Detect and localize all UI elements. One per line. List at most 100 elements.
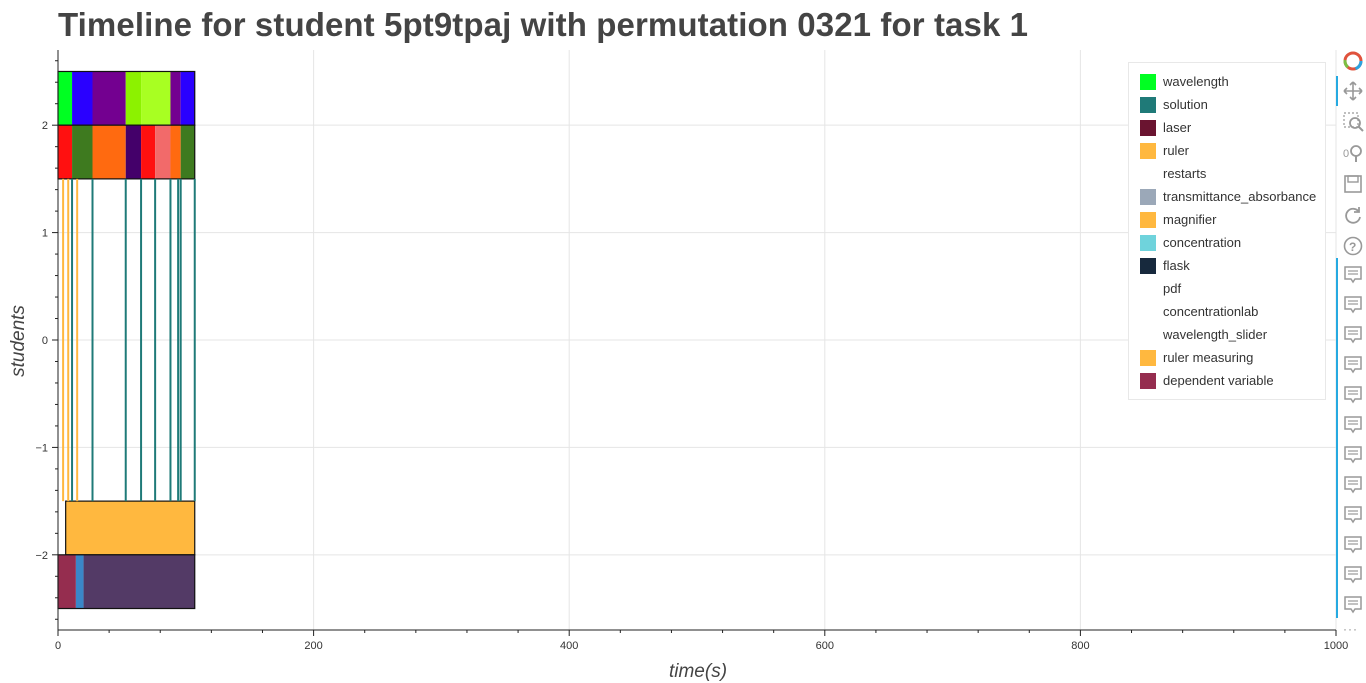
timeline-segment[interactable]	[155, 125, 171, 179]
legend-item[interactable]: dependent variable	[1129, 370, 1325, 393]
timeline-segment[interactable]	[75, 554, 84, 609]
reset-icon[interactable]	[1340, 202, 1366, 228]
legend-swatch	[1140, 235, 1156, 251]
legend-swatch	[1140, 327, 1156, 343]
hover-tooltip-icon[interactable]	[1340, 322, 1366, 348]
legend-item[interactable]: ruler measuring	[1129, 347, 1325, 370]
timeline-segment[interactable]	[92, 71, 126, 126]
hover-tooltip-icon[interactable]	[1340, 502, 1366, 528]
axes: 0 200 400 600 800 1000 −2 −1 0 1 2	[35, 50, 1348, 652]
legend-label: wavelength_slider	[1163, 327, 1268, 342]
x-tick-label: 0	[55, 640, 61, 652]
timeline-segment[interactable]	[58, 125, 73, 179]
legend-item[interactable]: solution	[1129, 94, 1325, 117]
legend-item[interactable]: concentration	[1129, 232, 1325, 255]
timeline-segment[interactable]	[125, 125, 142, 179]
timeline-segment[interactable]	[170, 125, 181, 179]
timeline-segment[interactable]	[141, 125, 156, 179]
legend-label: pdf	[1163, 281, 1182, 296]
legend-item[interactable]: flask	[1129, 255, 1325, 278]
hover-tooltip-icon[interactable]	[1340, 472, 1366, 498]
svg-text:?: ?	[1349, 240, 1356, 254]
timeline-segment[interactable]	[72, 71, 93, 126]
pan-icon[interactable]	[1340, 78, 1366, 104]
legend-label: ruler measuring	[1163, 350, 1254, 365]
y-tick-label: −1	[35, 442, 48, 454]
legend-item[interactable]: transmittance_absorbance	[1129, 186, 1325, 209]
hover-tooltip-icon[interactable]	[1340, 442, 1366, 468]
legend-label: concentrationlab	[1163, 304, 1259, 319]
x-tick-label: 600	[816, 640, 834, 652]
legend-item[interactable]: magnifier	[1129, 209, 1325, 232]
wheel-zoom-icon[interactable]: 0	[1340, 140, 1366, 166]
legend-item[interactable]: laser	[1129, 117, 1325, 140]
svg-text:0: 0	[1343, 148, 1349, 160]
legend-swatch	[1140, 143, 1156, 159]
legend-item[interactable]: wavelength	[1129, 71, 1325, 94]
event-lines	[62, 178, 196, 502]
chart-legend[interactable]: wavelength solution laser ruler restarts tran…	[1128, 62, 1326, 400]
legend-swatch	[1140, 304, 1156, 320]
legend-label: solution	[1163, 97, 1208, 112]
legend-item[interactable]: wavelength_slider	[1129, 324, 1325, 347]
x-axis-label: time(s)	[669, 661, 727, 682]
chart-toolbar: 0? ···	[1336, 44, 1366, 636]
legend-label: wavelength	[1163, 74, 1229, 89]
legend-label: flask	[1163, 258, 1190, 273]
timeline-segment[interactable]	[141, 71, 171, 126]
legend-label: magnifier	[1163, 212, 1217, 227]
hover-tooltip-icon[interactable]	[1340, 532, 1366, 558]
save-icon[interactable]	[1340, 171, 1366, 197]
timeline-bands	[57, 70, 196, 610]
y-tick-label: 2	[42, 120, 48, 132]
legend-item[interactable]: restarts	[1129, 163, 1325, 186]
hover-tooltip-icon[interactable]	[1340, 352, 1366, 378]
timeline-segment[interactable]	[125, 71, 142, 126]
legend-swatch	[1140, 74, 1156, 90]
y-tick-label: 1	[42, 228, 48, 240]
timeline-segment[interactable]	[180, 71, 195, 126]
timeline-segment[interactable]	[72, 125, 93, 179]
box-zoom-icon[interactable]	[1340, 109, 1366, 135]
legend-label: transmittance_absorbance	[1163, 189, 1317, 204]
hover-tooltip-icon[interactable]	[1340, 262, 1366, 288]
y-tick-label: 0	[42, 335, 48, 347]
legend-swatch	[1140, 97, 1156, 113]
x-tick-label: 1000	[1324, 640, 1348, 652]
chart-title: Timeline for student 5pt9tpaj with permu…	[58, 6, 1029, 43]
timeline-segment[interactable]	[65, 501, 195, 555]
legend-item[interactable]: concentrationlab	[1129, 301, 1325, 324]
timeline-segment[interactable]	[180, 125, 195, 179]
hover-tooltip-icon[interactable]	[1340, 412, 1366, 438]
legend-label: concentration	[1163, 235, 1242, 250]
legend-swatch	[1140, 212, 1156, 228]
y-axis-label: students	[8, 305, 29, 377]
hover-tooltip-icon[interactable]	[1340, 562, 1366, 588]
legend-swatch	[1140, 166, 1156, 182]
timeline-segment[interactable]	[170, 71, 181, 126]
active-tool-indicator	[1336, 258, 1338, 618]
hover-tooltip-icon[interactable]	[1340, 382, 1366, 408]
hover-tooltip-icon[interactable]	[1340, 292, 1366, 318]
hover-tooltip-icon[interactable]	[1340, 592, 1366, 618]
legend-item[interactable]: ruler	[1129, 140, 1325, 163]
active-tool-indicator	[1336, 76, 1338, 106]
legend-swatch	[1140, 120, 1156, 136]
legend-swatch	[1140, 350, 1156, 366]
toolbar-more-button[interactable]: ···	[1343, 622, 1358, 636]
help-icon[interactable]: ?	[1340, 233, 1366, 259]
y-tick-label: −2	[35, 550, 48, 562]
x-tick-label: 800	[1071, 640, 1089, 652]
legend-label: laser	[1163, 120, 1192, 135]
legend-swatch	[1140, 258, 1156, 274]
legend-item[interactable]: pdf	[1129, 278, 1325, 301]
grid-lines	[57, 50, 1337, 630]
timeline-segment[interactable]	[58, 71, 73, 126]
legend-label: ruler	[1163, 143, 1190, 158]
legend-label: restarts	[1163, 166, 1207, 181]
timeline-segment[interactable]	[83, 554, 195, 609]
timeline-segment[interactable]	[92, 125, 126, 179]
timeline-segment[interactable]	[58, 554, 76, 609]
legend-label: dependent variable	[1163, 373, 1274, 388]
